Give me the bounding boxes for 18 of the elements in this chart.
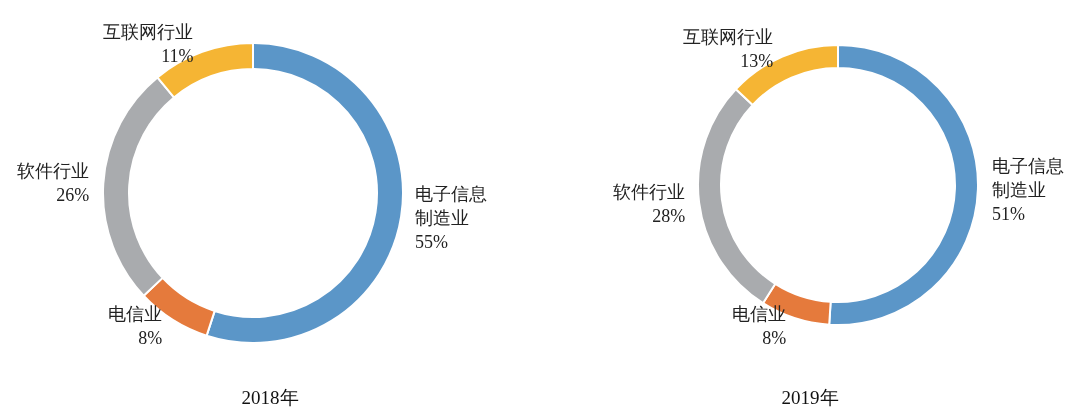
data-label: 51%	[991, 203, 1025, 224]
slice-label: 互联网行业	[683, 27, 774, 48]
slice-label: 电信业	[108, 304, 163, 325]
slice-label: 电子信息制造业	[991, 155, 1064, 200]
slice-label: 电信业	[732, 303, 787, 324]
data-label: 8%	[138, 328, 163, 349]
data-label: 55%	[415, 231, 449, 252]
data-label: 26%	[56, 185, 90, 206]
data-label: 11%	[161, 46, 194, 67]
slice-label: 电子信息制造业	[415, 183, 488, 228]
slice-label: 互联网行业	[103, 22, 194, 43]
data-label: 28%	[652, 205, 686, 226]
text: 2019年	[781, 387, 839, 408]
data-label: 13%	[740, 51, 774, 72]
data-label: 8%	[762, 327, 787, 348]
slice-label: 软件行业	[613, 181, 686, 202]
slice-label: 软件行业	[17, 161, 90, 182]
text: 2018年	[241, 387, 299, 408]
